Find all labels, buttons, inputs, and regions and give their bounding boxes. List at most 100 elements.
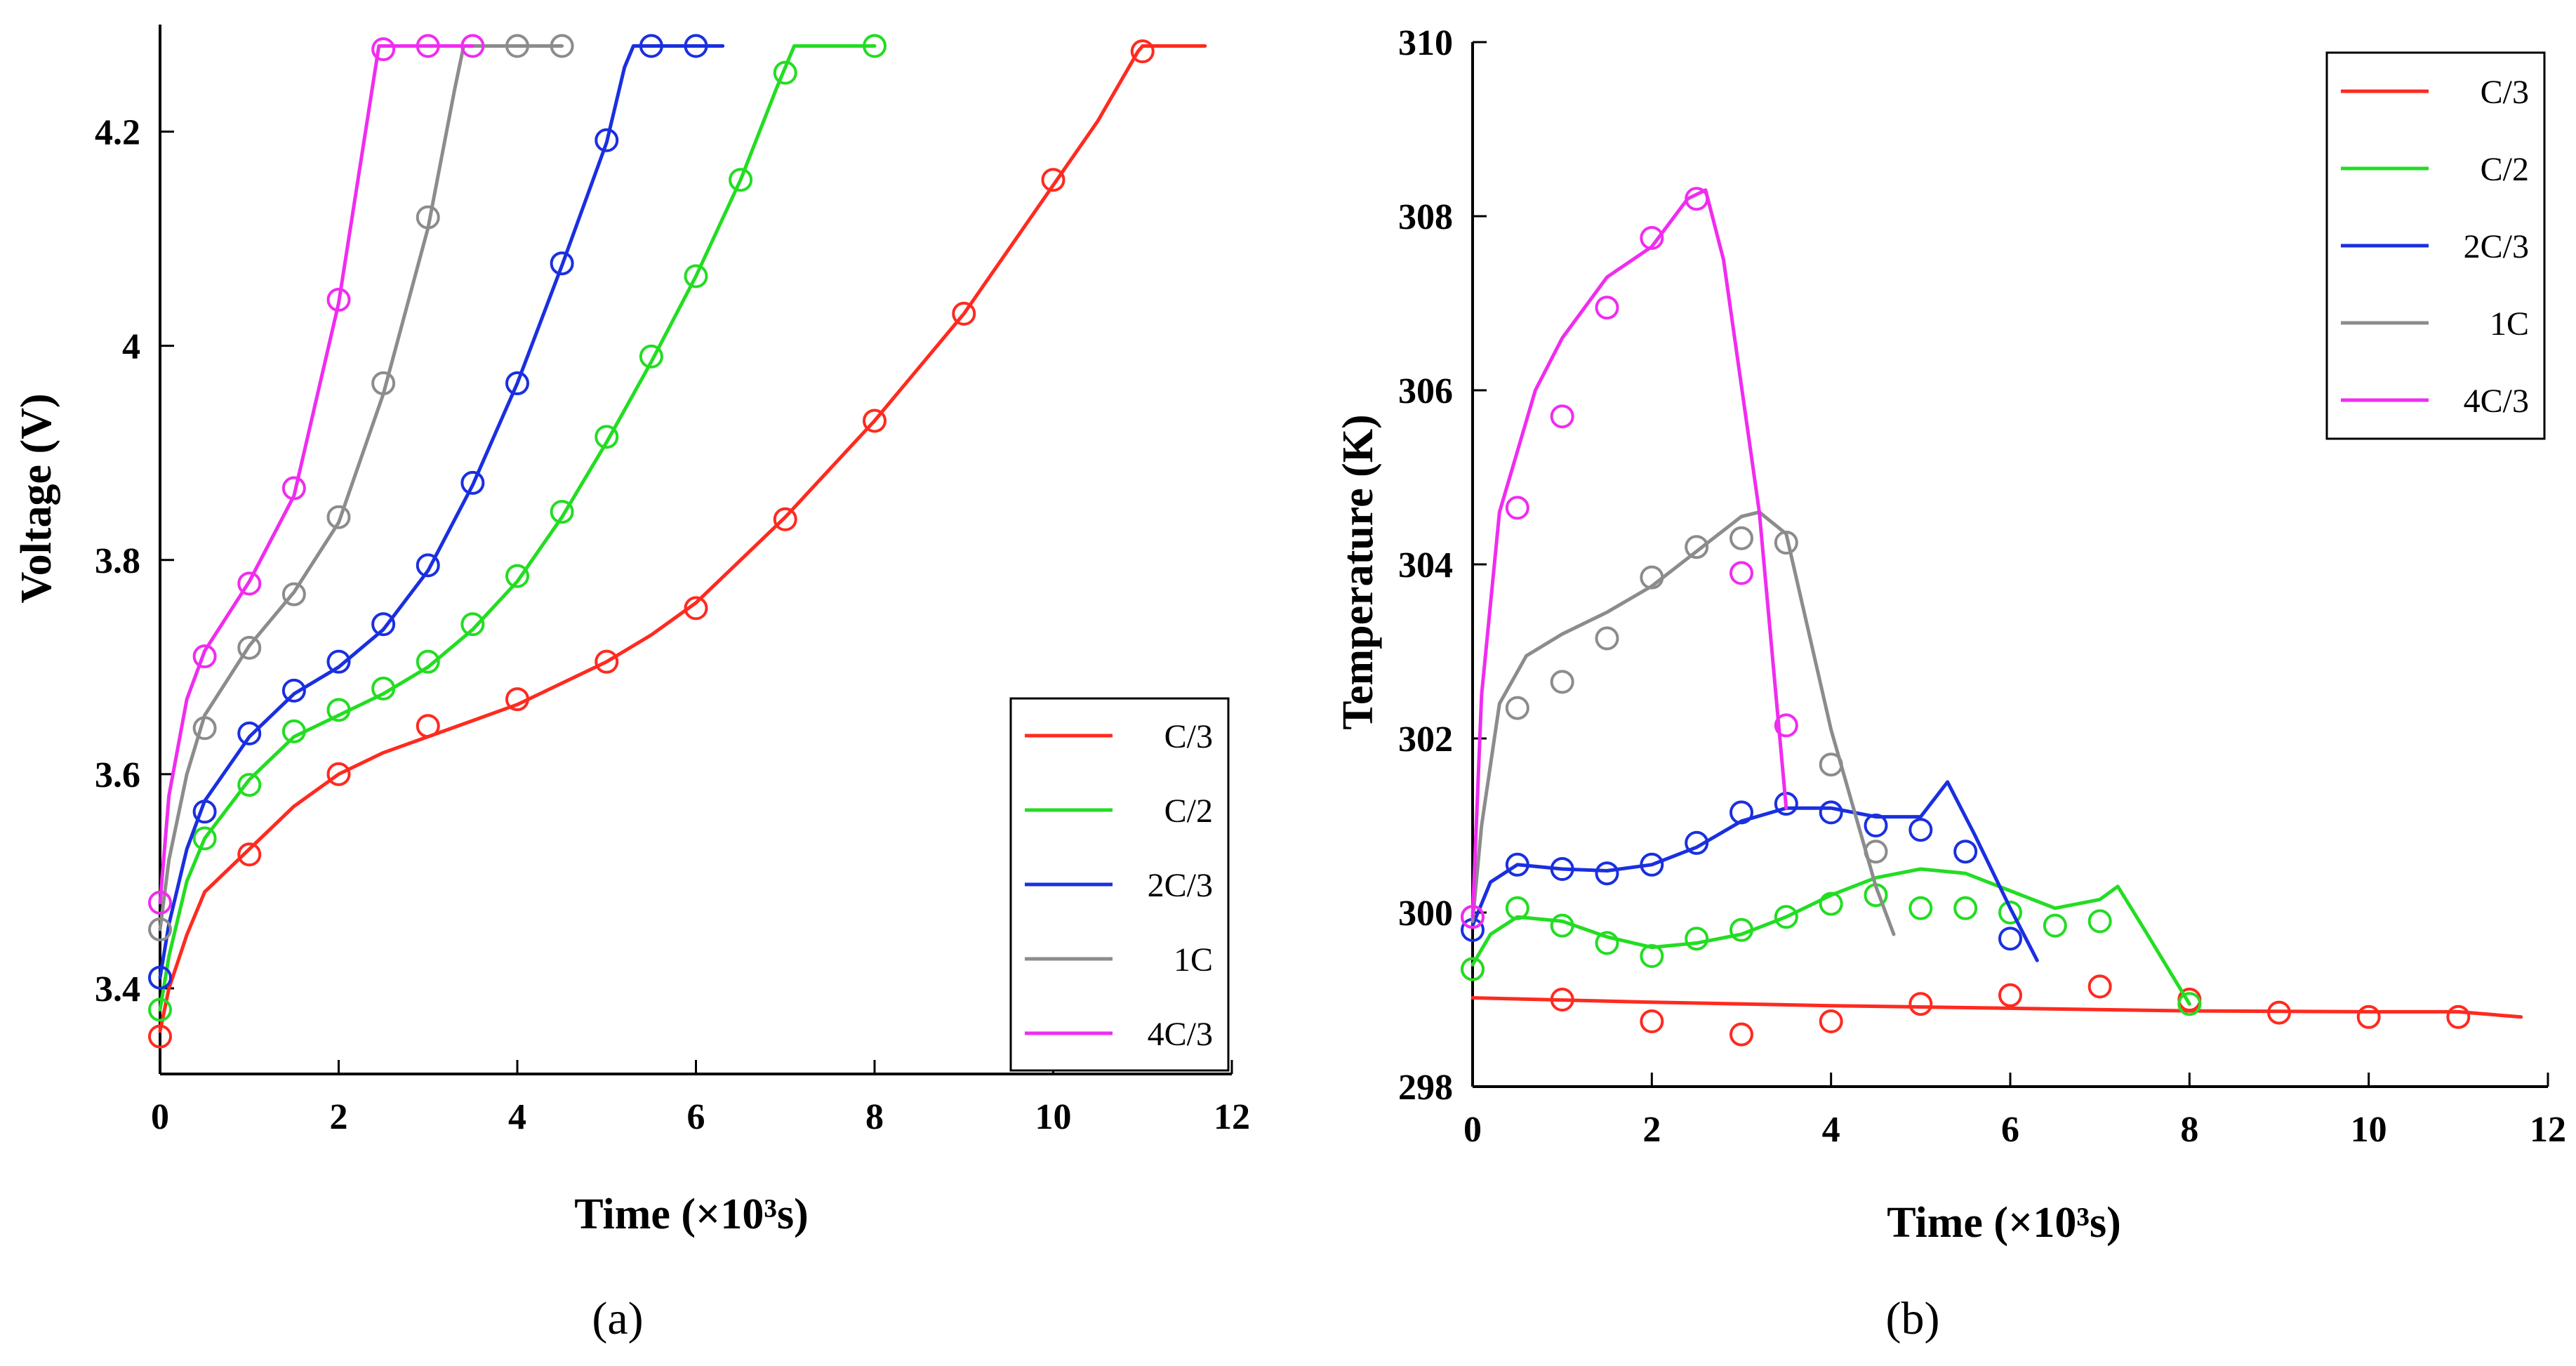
data-point-c-3	[2356, 1004, 2381, 1029]
panel-a-series-1c	[148, 34, 574, 942]
panel-b-series-1c	[1461, 510, 1896, 936]
data-point-4c-3	[371, 37, 396, 62]
data-point-c-3	[1908, 992, 1933, 1016]
data-point-c-2	[1685, 927, 1709, 951]
panel-b-y-tick-label: 304	[1398, 545, 1453, 585]
panel-a-xlabel: Time (×10³s)	[574, 1191, 808, 1238]
panel-a-y-tick-label: 4	[122, 327, 140, 367]
data-point-c-2	[192, 826, 217, 851]
data-point-c-3	[148, 1024, 172, 1049]
series-line-c-3	[1470, 996, 2523, 1019]
data-point-4c-3	[1774, 713, 1798, 738]
panel-a-y-tick-label: 4.2	[95, 113, 140, 153]
legend-label-c-3: C/3	[2481, 74, 2529, 111]
data-point-2c-3	[416, 553, 440, 578]
data-point-1c	[1685, 535, 1709, 559]
data-point-1c	[1550, 670, 1574, 694]
panel-b-x-tick-label: 8	[2180, 1110, 2198, 1150]
data-point-2c-3	[281, 678, 306, 703]
panel-b-y-tick-label: 302	[1398, 720, 1453, 760]
data-point-1c	[1729, 526, 1753, 550]
panel-a-x-tick-label: 0	[151, 1097, 169, 1137]
panel-b-ylabel: Temperature (K)	[1334, 414, 1382, 729]
data-point-2c-3	[237, 721, 262, 745]
data-point-c-2	[729, 168, 753, 192]
data-point-2c-3	[1908, 818, 1933, 842]
data-point-c-2	[1640, 944, 1664, 968]
panel-b-y-tick-label: 306	[1398, 371, 1453, 411]
legend-label-c-3: C/3	[1164, 718, 1213, 755]
data-point-2c-3	[1685, 830, 1709, 855]
data-point-4c-3	[1505, 496, 1529, 520]
data-point-1c	[192, 716, 217, 741]
data-point-4c-3	[1461, 905, 1485, 929]
panel-b-y-tick-label: 298	[1398, 1068, 1453, 1108]
data-point-c-2	[773, 60, 797, 85]
panel-b-y-tick-label: 308	[1398, 197, 1453, 237]
series-line-1c	[158, 44, 564, 931]
data-point-2c-3	[1953, 840, 1978, 864]
legend-label-2c-3: 2C/3	[1148, 867, 1213, 904]
data-point-1c	[1864, 840, 1888, 864]
panel-b-x-tick-label: 12	[2530, 1110, 2566, 1150]
data-point-4c-3	[326, 288, 351, 312]
panel-a-x-tick-label: 2	[330, 1097, 348, 1137]
data-point-2c-3	[148, 965, 172, 990]
data-point-2c-3	[505, 371, 529, 396]
panel-b-x-tick-label: 6	[2001, 1110, 2019, 1150]
data-point-4c-3	[281, 476, 306, 500]
legend-label-4c-3: 4C/3	[2464, 383, 2529, 420]
panel-b-x-tick-label: 10	[2351, 1110, 2387, 1150]
data-point-1c	[371, 371, 396, 396]
data-point-4c-3	[1640, 226, 1664, 250]
data-point-4c-3	[460, 34, 485, 58]
data-point-c-2	[2177, 992, 2202, 1016]
data-point-c-2	[505, 564, 529, 588]
data-point-c-2	[1953, 896, 1978, 920]
data-point-2c-3	[1729, 800, 1753, 825]
series-line-c-2	[158, 44, 877, 1012]
data-point-c-2	[2087, 909, 2112, 934]
data-point-c-3	[1729, 1022, 1753, 1047]
data-point-c-2	[595, 425, 619, 449]
data-point-c-2	[684, 264, 708, 289]
data-point-1c	[326, 505, 351, 529]
series-line-4c-3	[1470, 188, 1788, 919]
data-point-2c-3	[371, 612, 396, 637]
panel-a-x-tick-label: 6	[687, 1097, 705, 1137]
data-point-1c	[505, 34, 529, 58]
legend-label-c-2: C/2	[1164, 793, 1213, 830]
data-point-1c	[550, 34, 574, 58]
data-point-c-2	[1908, 896, 1933, 920]
data-point-2c-3	[192, 800, 217, 824]
panel-a-y-tick-label: 3.4	[95, 969, 140, 1009]
data-point-c-2	[1505, 896, 1529, 920]
panel-a-y-tick-label: 3.6	[95, 755, 140, 795]
panel-b-series-2c-3	[1461, 780, 2039, 962]
data-point-c-3	[416, 714, 440, 738]
data-point-c-3	[863, 409, 887, 433]
panel-b-legend: C/3 C/2 2C/3 1C 4C/3	[2325, 51, 2546, 440]
data-point-c-2	[550, 500, 574, 524]
data-point-4c-3	[1685, 187, 1709, 211]
data-point-4c-3	[1550, 404, 1574, 429]
panel-a-series-4c-3	[148, 34, 485, 915]
panel-b-series-c-2	[1461, 867, 2202, 1016]
data-point-2c-3	[1864, 814, 1888, 837]
data-point-c-3	[237, 842, 262, 867]
series-line-c-2	[1470, 867, 2191, 1006]
data-point-c-2	[1550, 913, 1574, 938]
data-point-c-3	[1640, 1009, 1664, 1033]
panel-b-label: (b)	[1886, 1293, 1940, 1344]
panel-a-y-tick-label: 3.8	[95, 541, 140, 581]
data-point-c-2	[148, 997, 172, 1022]
data-point-c-2	[2043, 913, 2067, 938]
data-point-c-3	[2087, 974, 2112, 999]
panel-b: Temperature (K) Time (×10³s) (b) 0 2 4 6 8 10…	[1334, 23, 2566, 1344]
data-point-c-2	[1819, 891, 1843, 916]
data-point-c-2	[639, 344, 663, 369]
data-point-1c	[1595, 626, 1619, 651]
panel-a-series-c-2	[148, 34, 887, 1022]
panel-a-x-tick-label: 4	[508, 1097, 526, 1137]
